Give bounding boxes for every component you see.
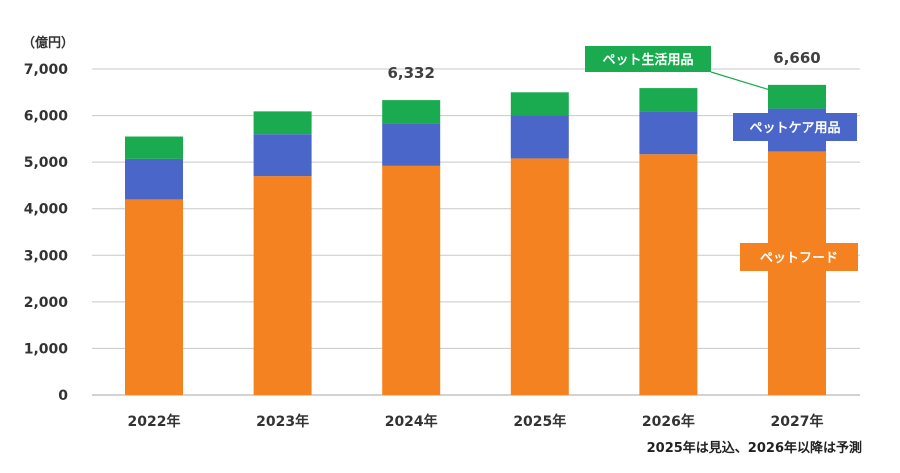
bar-segment (510, 158, 569, 395)
y-tick-label: 6,000 (24, 109, 69, 125)
y-tick-label: 3,000 (24, 248, 69, 264)
bar-segment (125, 199, 183, 395)
bars (125, 84, 826, 395)
series-callout-box (585, 46, 711, 72)
y-tick-label: 0 (58, 388, 68, 404)
bar-segment (382, 123, 441, 166)
x-axis-ticks: 2022年 2023年 2024年 2025年 2026年 2027年 (128, 413, 824, 430)
callout-leader-line (710, 71, 793, 98)
y-tick-label: 1,000 (24, 341, 69, 357)
x-tick-label: 2026年 (642, 413, 695, 430)
bar-segment (253, 111, 312, 135)
y-tick-label: 2,000 (24, 295, 69, 311)
series-callout-label: ペットケア用品 (749, 121, 840, 136)
y-tick-label: 7,000 (24, 62, 69, 78)
y-tick-label: 5,000 (24, 155, 69, 171)
series-callout-label: ペット生活用品 (602, 52, 693, 68)
series-callout-box (740, 243, 858, 271)
x-tick-label: 2027年 (771, 413, 824, 430)
total-labels: 6,332 6,660 (387, 49, 820, 82)
x-tick-label: 2023年 (256, 413, 309, 430)
bar-segment (125, 136, 183, 159)
bar-segment (510, 92, 569, 116)
series-callout-box (733, 113, 857, 141)
x-tick-label: 2024年 (385, 413, 438, 430)
bar-segment (253, 176, 312, 395)
gridlines (92, 68, 860, 396)
series-callout-label: ペットフード (760, 251, 838, 266)
bar-segment (382, 100, 441, 124)
total-label: 6,332 (387, 64, 434, 82)
bar-segment (382, 165, 441, 395)
bar-segment (253, 134, 312, 177)
bar-segment (125, 158, 183, 200)
x-tick-label: 2022年 (128, 413, 181, 430)
total-label: 6,660 (773, 49, 820, 67)
bar-segment (639, 88, 698, 112)
y-tick-label: 4,000 (24, 202, 69, 218)
x-tick-label: 2025年 (513, 413, 566, 430)
bar-segment (639, 154, 698, 395)
y-axis-ticks: 0 1,000 2,000 3,000 4,000 5,000 6,000 7,000 (24, 62, 69, 404)
bar-segment (768, 84, 826, 109)
y-unit-label: （億円） (22, 35, 74, 51)
bar-segment (639, 111, 698, 155)
footnote: 2025年は見込、2026年以降は予測 (647, 440, 862, 456)
bar-segment (510, 115, 569, 159)
bar-segment (768, 151, 826, 395)
